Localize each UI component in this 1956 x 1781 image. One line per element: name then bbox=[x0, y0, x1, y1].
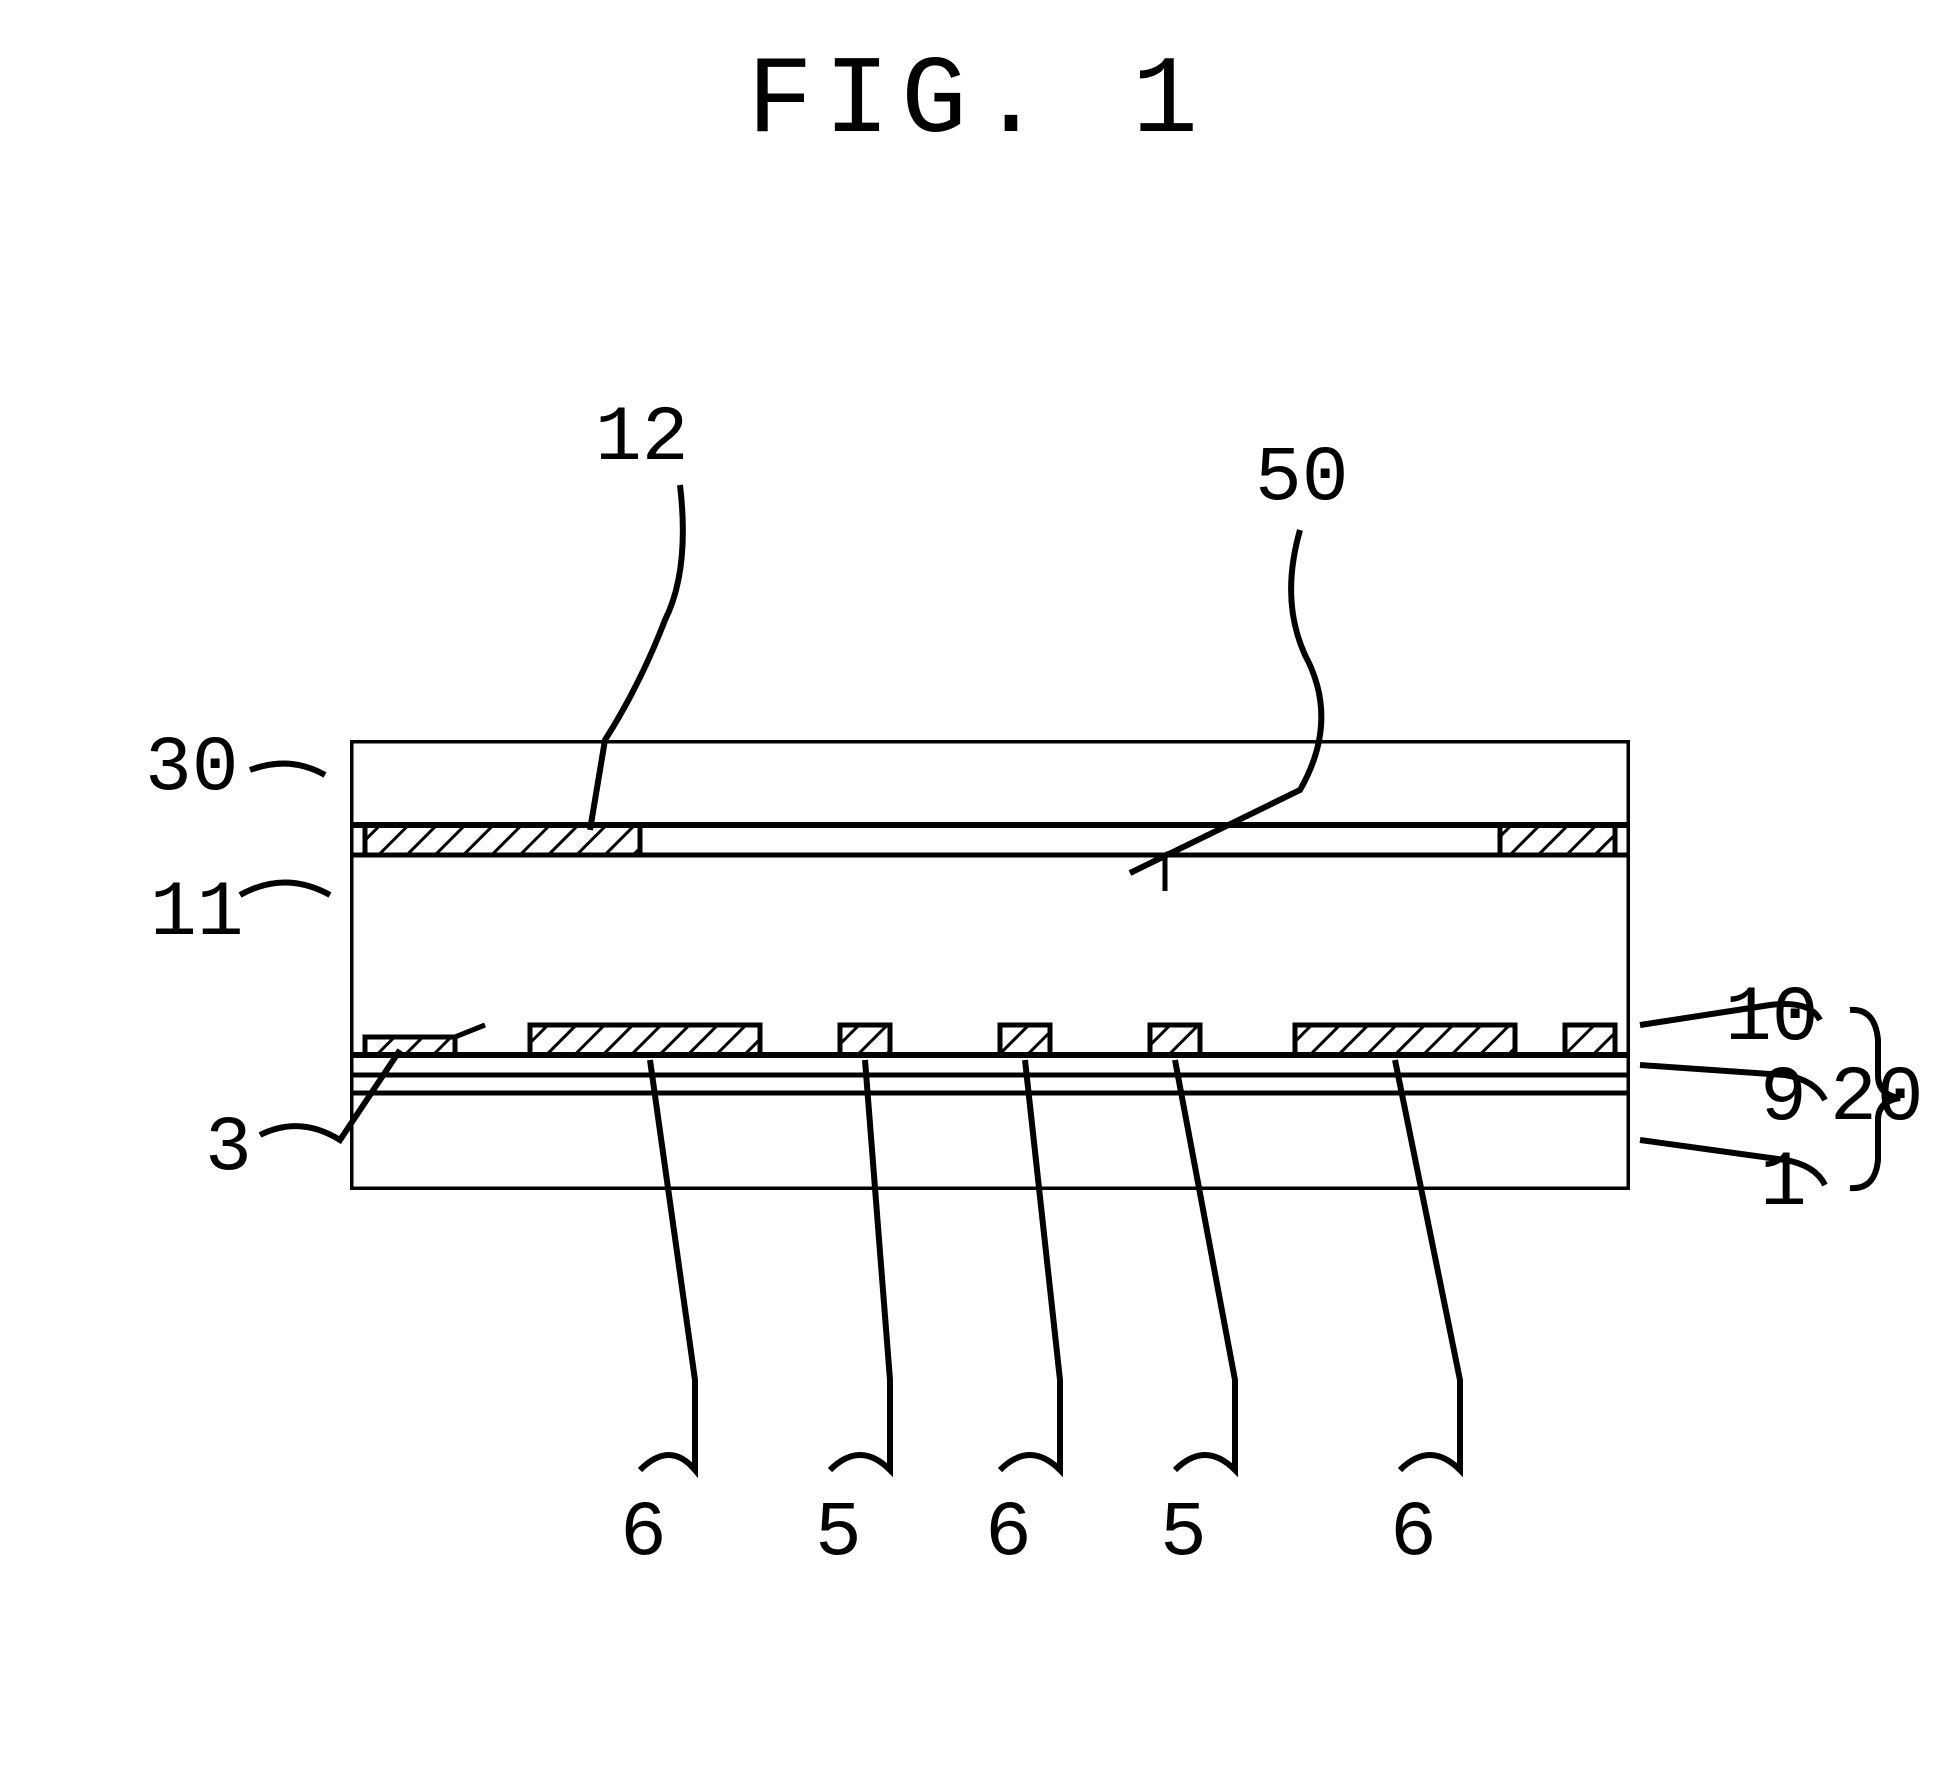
leaders-svg bbox=[0, 0, 1956, 1781]
label-20: 20 bbox=[1830, 1055, 1924, 1143]
label-50: 50 bbox=[1255, 435, 1349, 523]
label-6b: 6 bbox=[985, 1490, 1032, 1578]
label-6a: 6 bbox=[620, 1490, 667, 1578]
label-6c: 6 bbox=[1390, 1490, 1437, 1578]
label-5a: 5 bbox=[815, 1490, 862, 1578]
label-12: 12 bbox=[595, 395, 689, 483]
label-1: 1 bbox=[1760, 1140, 1807, 1228]
label-11: 11 bbox=[150, 870, 244, 958]
label-30: 30 bbox=[145, 725, 239, 813]
label-5b: 5 bbox=[1160, 1490, 1207, 1578]
label-10: 10 bbox=[1725, 975, 1819, 1063]
label-3: 3 bbox=[205, 1105, 252, 1193]
label-9: 9 bbox=[1760, 1055, 1807, 1143]
